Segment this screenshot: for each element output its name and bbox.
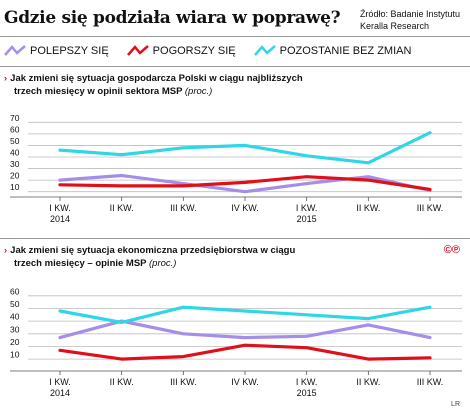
chart2-title-unit: (proc.) — [149, 258, 177, 269]
chart2-xtick-label: I KW. — [296, 377, 318, 387]
chart2-xtick-label: II KW. — [356, 377, 380, 387]
chart1-year-label: 2014 — [50, 214, 70, 224]
chart1-xtick-label: IV KW. — [231, 203, 259, 213]
chart1-xtick-label: I KW. — [296, 203, 318, 213]
chart1-xtick-label: III KW. — [417, 203, 444, 213]
legend-label-worsen: POGORSZY SIĘ — [152, 45, 236, 57]
legend: POLEPSZY SIĘ POGORSZY SIĘ POZOSTANIE BEZ… — [4, 40, 429, 62]
chart2-series-line-2 — [58, 305, 432, 325]
chart2-series-line-1 — [58, 343, 432, 361]
chart2-svg: 10 20 30 40 50 60 I KW. II KW. III KW. IV KW. I KW… — [10, 286, 462, 398]
chart2-title: › Jak zmieni się sytuacja ekonomiczna prz… — [4, 244, 295, 270]
chart1-xtick-label: II KW. — [356, 203, 380, 213]
chart2-ytick-label: 20 — [10, 337, 20, 347]
legend-swatch-improve — [4, 45, 26, 56]
divider — [0, 238, 470, 239]
chart1-ytick-label: 50 — [10, 136, 20, 146]
chart1-ytick-label: 30 — [10, 159, 20, 169]
chart1-series-line-1 — [58, 175, 432, 192]
chart1-ytick-label: 60 — [10, 124, 20, 134]
chart2-series-line-0 — [58, 319, 432, 340]
legend-label-unchanged: POZOSTANIE BEZ ZMIAN — [279, 45, 412, 57]
chart2-ytick-label: 10 — [10, 350, 20, 360]
chart1-title-unit: (proc.) — [184, 86, 213, 97]
chart2-xtick-label: I KW. — [49, 377, 71, 387]
legend-item-unchanged: POZOSTANIE BEZ ZMIAN — [253, 45, 412, 57]
chart2-ytick-label: 30 — [10, 324, 20, 334]
source-note: Źródło: Badanie Instytutu Keralla Resear… — [360, 8, 460, 32]
legend-label-improve: POLEPSZY SIĘ — [30, 45, 109, 57]
chart1-ytick-label: 70 — [10, 114, 20, 123]
chart1-ytick-label: 20 — [10, 171, 20, 181]
legend-item-worsen: POGORSZY SIĘ — [126, 45, 236, 57]
chart2-xtick-label: IV KW. — [231, 377, 259, 387]
source-line-2: Keralla Research — [359, 21, 429, 31]
chart1-title-line1: Jak zmieni się sytuacja gospodarcza Pols… — [10, 73, 303, 84]
chart1-series-line-2 — [58, 131, 432, 165]
chart1-xtick-label: II KW. — [110, 203, 134, 213]
chart1-ytick-label: 40 — [10, 148, 20, 158]
chart1-series-line-0 — [58, 173, 432, 194]
chart1-xtick-label: I KW. — [49, 203, 71, 213]
chevron-right-icon: › — [4, 245, 8, 256]
legend-item-improve: POLEPSZY SIĘ — [4, 45, 109, 57]
author-credit: LR — [451, 401, 460, 408]
chart1-xtick-label: III KW. — [170, 203, 197, 213]
chart2-xtick-label: III KW. — [417, 377, 444, 387]
chart1-title: › Jak zmieni się sytuacja gospodarcza Pol… — [4, 72, 303, 98]
chart1-ytick-label: 10 — [10, 182, 20, 192]
chart2-year-label: 2014 — [50, 388, 70, 398]
chart2-ytick-label: 60 — [10, 286, 20, 296]
chart2-xtick-label: II KW. — [110, 377, 134, 387]
copyright-icon: ©℗ — [443, 244, 460, 256]
chart2-title-line1: Jak zmieni się sytuacja ekonomiczna prze… — [10, 245, 296, 256]
source-line-1: Źródło: Badanie Instytutu — [359, 9, 460, 19]
chart2-xtick-label: III KW. — [170, 377, 197, 387]
chart2-year-label: 2015 — [297, 388, 317, 398]
chart1-year-label: 2015 — [297, 214, 317, 224]
divider — [0, 36, 470, 37]
divider — [0, 66, 470, 67]
legend-swatch-worsen — [126, 45, 149, 56]
chart2-ytick-label: 50 — [10, 299, 20, 309]
chevron-right-icon: › — [4, 73, 8, 84]
page-title: Gdzie się podziała wiara w poprawę? — [4, 8, 341, 28]
chart1-title-line2: trzech miesięcy w opinii sektora MSP — [14, 86, 183, 97]
chart2-ytick-label: 40 — [10, 312, 20, 322]
legend-swatch-unchanged — [253, 45, 276, 56]
chart2-title-line2: trzech miesięcy – opinie MSP — [14, 258, 147, 269]
